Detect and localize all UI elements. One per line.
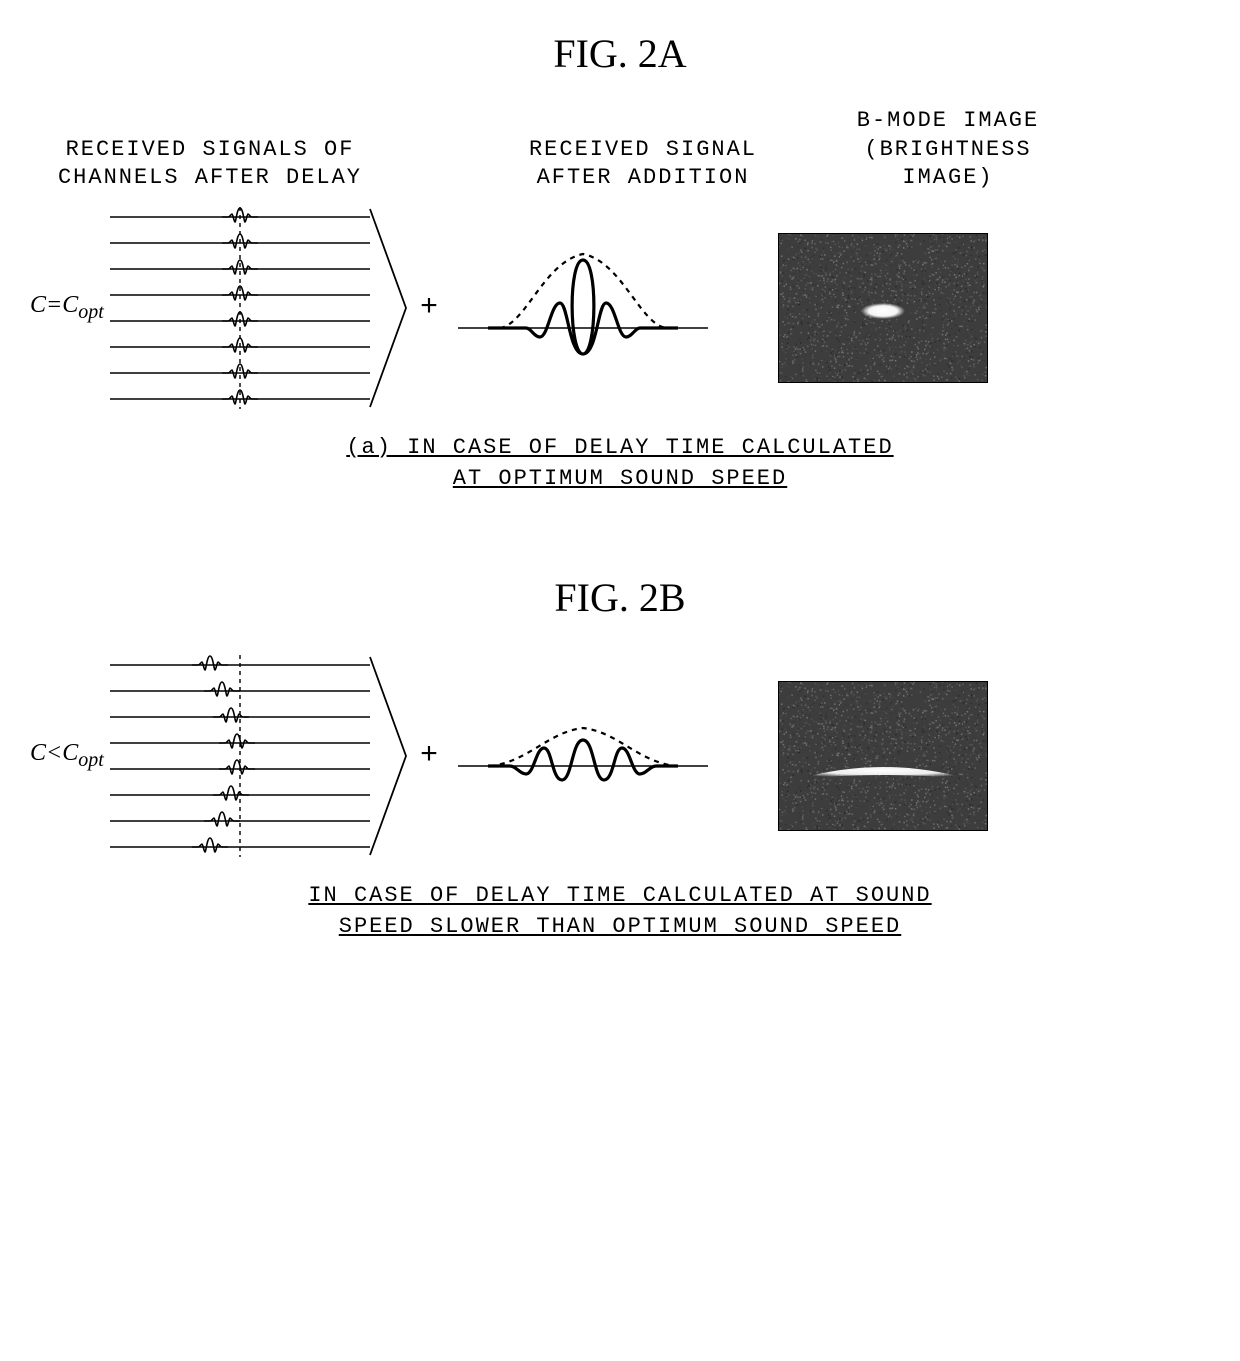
panel-row-b: C<Copt + (30, 651, 1210, 861)
caption-a-l1: IN CASE OF DELAY TIME CALCULATED (392, 435, 894, 460)
added-signal-a (448, 218, 718, 398)
caption-a: (a) IN CASE OF DELAY TIME CALCULATED AT … (30, 433, 1210, 495)
figure-title-a: FIG. 2A (30, 30, 1210, 77)
channels-label-a-l2: CHANNELS AFTER DELAY (58, 165, 362, 190)
caption-a-l2: AT OPTIMUM SOUND SPEED (453, 466, 787, 491)
channels-label-a-l1: RECEIVED SIGNALS OF (66, 137, 355, 162)
caption-b-l1: IN CASE OF DELAY TIME CALCULATED AT SOUN… (308, 883, 931, 908)
bmode-image-b (778, 681, 988, 831)
added-signal-b (448, 686, 718, 826)
comparison-a-sub: opt (78, 301, 104, 323)
plus-sign-a: + (420, 291, 438, 325)
bmode-label-a-l2: (BRIGHTNESS IMAGE) (864, 137, 1031, 191)
channels-diagram-b (110, 651, 410, 861)
bmode-label-a-l1: B-MODE IMAGE (857, 108, 1039, 133)
comparison-a-main: C=C (30, 292, 78, 318)
bmode-label-a: B-MODE IMAGE (BRIGHTNESS IMAGE) (818, 107, 1078, 193)
added-label-a-l2: AFTER ADDITION (537, 165, 750, 190)
channels-diagram-a (110, 203, 410, 413)
panel-row-a: C=Copt + (30, 203, 1210, 413)
added-label-a: RECEIVED SIGNAL AFTER ADDITION (498, 136, 788, 193)
added-label-a-l1: RECEIVED SIGNAL (529, 137, 757, 162)
comparison-b: C<Copt (30, 740, 100, 772)
comparison-b-main: C<C (30, 740, 78, 766)
comparison-a: C=Copt (30, 292, 100, 324)
figure-title-b: FIG. 2B (30, 574, 1210, 621)
comparison-b-sub: opt (78, 749, 104, 771)
channels-label-a: RECEIVED SIGNALS OF CHANNELS AFTER DELAY (30, 136, 390, 193)
bmode-image-a (778, 233, 988, 383)
caption-b: IN CASE OF DELAY TIME CALCULATED AT SOUN… (30, 881, 1210, 943)
plus-sign-b: + (420, 739, 438, 773)
caption-b-l2: SPEED SLOWER THAN OPTIMUM SOUND SPEED (339, 914, 901, 939)
caption-a-prefix: (a) (346, 435, 392, 460)
